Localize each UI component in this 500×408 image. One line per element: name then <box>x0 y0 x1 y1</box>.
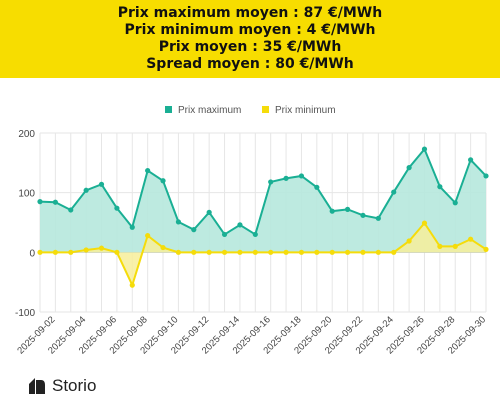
avg-max-price: Prix maximum moyen : 87 €/MWh <box>117 5 383 21</box>
data-point <box>114 205 120 211</box>
series-line-0 <box>39 147 487 236</box>
data-point <box>206 209 212 215</box>
data-point <box>68 207 74 213</box>
data-point <box>68 249 74 255</box>
data-point <box>452 200 458 206</box>
data-point <box>329 249 335 255</box>
data-point <box>406 165 412 171</box>
y-tick-label: 0 <box>29 248 35 259</box>
data-point <box>283 249 289 255</box>
legend-label-1: Prix minimum <box>275 105 336 116</box>
data-point <box>468 236 474 242</box>
data-point <box>298 249 305 255</box>
data-point <box>483 246 489 252</box>
storio-logo-icon <box>29 378 45 394</box>
data-point <box>98 181 105 187</box>
data-point <box>437 243 443 249</box>
data-point <box>83 187 89 193</box>
data-point <box>437 184 443 190</box>
data-point <box>421 220 428 226</box>
data-point <box>391 189 397 195</box>
data-point <box>98 245 105 251</box>
data-point <box>421 146 428 152</box>
data-point <box>206 249 212 255</box>
data-point <box>252 231 258 238</box>
data-point <box>483 173 489 179</box>
legend-swatch-0 <box>165 106 172 113</box>
data-point <box>298 173 305 179</box>
data-point <box>283 175 289 181</box>
series-area-0 <box>40 149 486 253</box>
brand-name: Storio <box>52 376 97 395</box>
data-point <box>375 249 381 255</box>
data-point <box>52 199 58 205</box>
data-point <box>468 157 474 163</box>
footer: Storio <box>28 372 96 400</box>
summary-banner: Prix maximum moyen : 87 €/MWh Prix minim… <box>0 0 500 78</box>
data-point <box>237 249 243 255</box>
data-point <box>314 184 320 190</box>
price-chart: -100 0 100 200 Prix maximum Prix minimum 2025-… <box>0 78 500 368</box>
data-point <box>175 249 182 255</box>
data-point <box>344 249 351 255</box>
data-point <box>329 208 335 214</box>
data-point <box>375 215 381 221</box>
data-point <box>344 206 351 212</box>
data-point <box>237 222 243 228</box>
data-point <box>391 249 397 255</box>
series-line-1 <box>40 221 487 288</box>
data-point <box>52 249 58 255</box>
data-point <box>83 247 89 253</box>
data-point <box>191 227 197 233</box>
data-point <box>191 249 197 255</box>
y-tick-label: -100 <box>15 308 35 319</box>
data-point <box>114 249 120 255</box>
data-point <box>452 243 458 249</box>
data-point <box>160 244 166 251</box>
data-point <box>221 249 228 255</box>
y-tick-label: 200 <box>18 129 35 140</box>
data-point <box>360 249 366 255</box>
data-point <box>145 167 151 174</box>
data-point <box>145 233 151 239</box>
data-point <box>252 249 258 255</box>
legend-label-0: Prix maximum <box>178 105 241 116</box>
data-point <box>175 219 182 225</box>
data-point <box>314 249 320 255</box>
y-tick-label: 100 <box>18 189 35 200</box>
data-point <box>360 212 366 218</box>
avg-min-price: Prix minimum moyen : 4 €/MWh <box>124 22 376 38</box>
data-point <box>406 238 412 244</box>
data-point <box>268 179 274 185</box>
data-point <box>37 199 43 205</box>
data-point <box>160 178 166 184</box>
data-point <box>268 249 274 255</box>
data-point <box>129 282 135 288</box>
legend-swatch-1 <box>262 106 269 113</box>
avg-spread: Spread moyen : 80 €/MWh <box>146 56 354 72</box>
data-point <box>129 224 135 230</box>
avg-price: Prix moyen : 35 €/MWh <box>158 39 342 55</box>
data-point <box>221 231 228 238</box>
data-point <box>37 249 43 255</box>
